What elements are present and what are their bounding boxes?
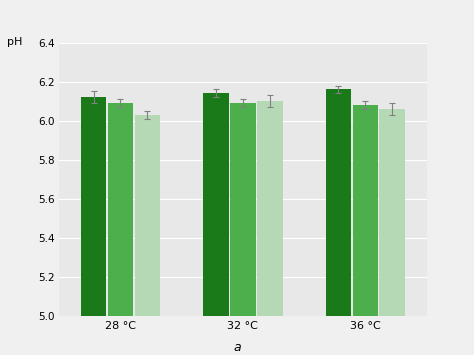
Bar	[326, 89, 351, 316]
Bar	[257, 101, 283, 316]
Text: a: a	[233, 342, 241, 354]
Bar	[380, 109, 405, 316]
Bar	[230, 103, 256, 316]
Bar	[135, 115, 160, 316]
Y-axis label: pH: pH	[8, 37, 23, 47]
Bar	[81, 97, 106, 316]
Bar	[203, 93, 229, 316]
Bar	[108, 103, 133, 316]
Bar	[353, 105, 378, 316]
